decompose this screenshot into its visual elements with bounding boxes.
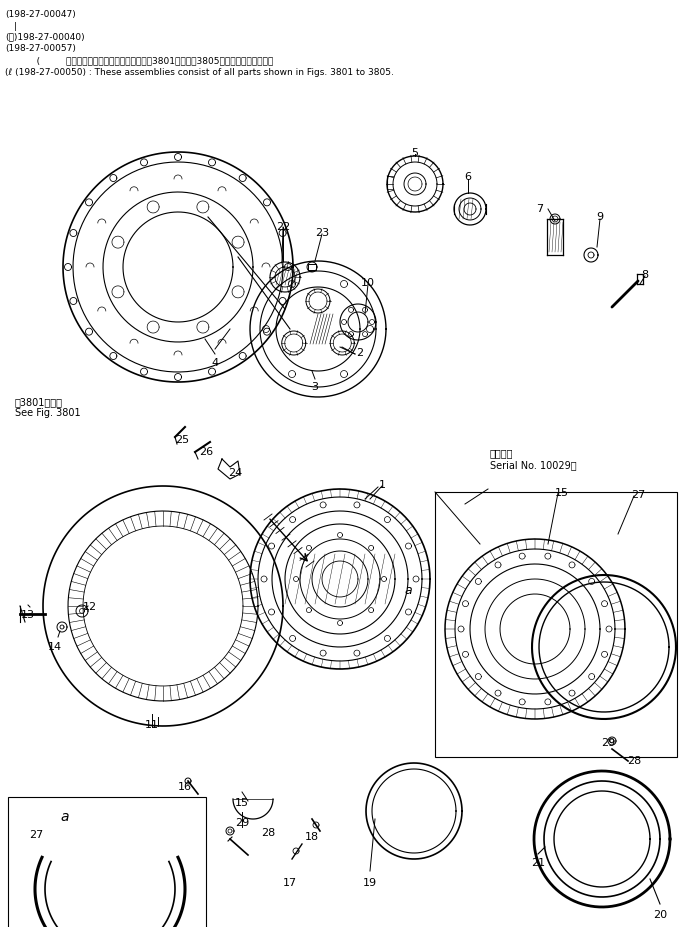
Text: 適用号機: 適用号機 — [490, 448, 514, 458]
Text: 25: 25 — [175, 435, 189, 445]
Text: 2: 2 — [356, 348, 364, 358]
Text: Serial No. 10029〜: Serial No. 10029〜 — [490, 460, 577, 469]
Text: 20: 20 — [653, 909, 667, 919]
Text: 29: 29 — [601, 737, 615, 747]
Text: 19: 19 — [363, 877, 377, 887]
Text: See Fig. 3801: See Fig. 3801 — [15, 408, 81, 417]
Text: 28: 28 — [261, 827, 275, 837]
Text: |: | — [14, 22, 17, 31]
Text: a: a — [61, 809, 69, 823]
Text: 22: 22 — [276, 222, 290, 232]
Text: 4: 4 — [211, 358, 219, 368]
Text: 5: 5 — [412, 147, 419, 158]
Text: 24: 24 — [228, 467, 242, 477]
Text: 27: 27 — [631, 489, 645, 500]
Bar — [8, 797, 206, 927]
Text: 21: 21 — [531, 857, 545, 867]
Text: 15: 15 — [235, 797, 249, 807]
Text: 12: 12 — [83, 602, 97, 611]
Bar — [435, 492, 677, 757]
Text: (198-27-00047): (198-27-00047) — [5, 10, 76, 19]
Text: 6: 6 — [464, 171, 471, 182]
Text: 11: 11 — [145, 719, 159, 730]
Text: 23: 23 — [315, 228, 329, 237]
Text: (198-27-00057): (198-27-00057) — [5, 44, 76, 53]
Text: 28: 28 — [627, 756, 641, 765]
Text: 9: 9 — [596, 211, 603, 222]
Text: 10: 10 — [361, 278, 375, 287]
Text: 27: 27 — [29, 829, 43, 839]
Text: (ℓ (198-27-00050) : These assemblies consist of all parts shown in Figs. 3801 to: (ℓ (198-27-00050) : These assemblies con… — [5, 68, 394, 77]
Text: 15: 15 — [555, 488, 569, 498]
Text: (         これらのアセンブリの構成部品は第3801図から第3805図の部品まで含みます: ( これらのアセンブリの構成部品は第3801図から第3805図の部品まで含みます — [5, 56, 273, 65]
Text: a: a — [404, 583, 412, 596]
Text: 7: 7 — [536, 204, 544, 214]
Text: 13: 13 — [21, 609, 35, 619]
Text: 26: 26 — [199, 447, 213, 456]
Text: 16: 16 — [178, 781, 192, 791]
Text: 14: 14 — [48, 641, 62, 652]
Text: 18: 18 — [305, 832, 319, 841]
Text: 29: 29 — [235, 817, 249, 827]
Text: 8: 8 — [642, 270, 648, 280]
Polygon shape — [637, 274, 643, 285]
Text: 第3801図参照: 第3801図参照 — [15, 397, 63, 407]
Polygon shape — [547, 220, 563, 256]
Text: 3: 3 — [311, 382, 319, 391]
Text: 1: 1 — [378, 479, 386, 489]
Text: 17: 17 — [283, 877, 297, 887]
Text: (　)198-27-00040): ( )198-27-00040) — [5, 32, 85, 41]
